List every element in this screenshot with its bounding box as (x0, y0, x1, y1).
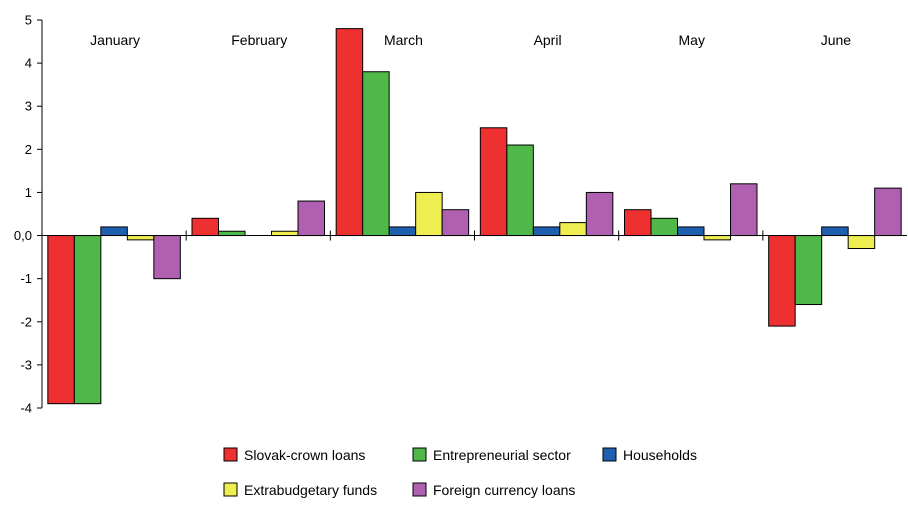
y-tick-label: 5 (25, 13, 32, 28)
bar-june-series-2 (821, 226, 849, 237)
category-label-june: June (821, 32, 852, 48)
legend-swatch-3 (223, 482, 238, 497)
bar-january-series-0 (47, 235, 75, 405)
y-tick-label: -2 (20, 314, 32, 329)
bar-february-series-3 (271, 230, 299, 237)
bar-june-series-3 (847, 235, 876, 249)
legend-label-3: Extrabudgetary funds (244, 482, 377, 498)
bar-january-series-2 (100, 226, 128, 237)
category-ticks-group (185, 230, 764, 241)
y-tick-label: 0,0 (14, 228, 32, 243)
bar-january-series-4 (153, 235, 181, 280)
category-label-march: March (384, 32, 423, 48)
bar-may-series-1 (650, 217, 678, 237)
legend-label-0: Slovak-crown loans (244, 447, 365, 463)
bar-may-series-2 (677, 226, 705, 237)
bar-march-series-4 (441, 209, 470, 237)
bar-january-series-3 (126, 235, 155, 241)
legend-label-1: Entrepreneurial sector (433, 447, 571, 463)
bar-june-series-1 (794, 235, 823, 306)
y-tick-label: 2 (25, 142, 32, 157)
bar-april-series-1 (506, 144, 534, 237)
legend-label-2: Households (623, 447, 697, 463)
bar-may-series-3 (703, 235, 731, 241)
category-labels-group: January February March April May June (90, 32, 851, 48)
bar-january-series-1 (73, 235, 102, 405)
y-tick-label: 3 (25, 99, 32, 114)
category-label-april: April (534, 32, 562, 48)
legend-swatch-4 (412, 482, 427, 497)
y-tick-label: 4 (25, 56, 32, 71)
bar-march-series-1 (362, 71, 390, 237)
legend-swatch-2 (602, 447, 617, 462)
bar-march-series-0 (335, 28, 364, 237)
category-label-may: May (679, 32, 705, 48)
legend-label-4: Foreign currency loans (433, 482, 575, 498)
legend-swatch-1 (412, 447, 427, 462)
category-label-february: February (231, 32, 287, 48)
bar-march-series-3 (415, 191, 443, 237)
bar-february-series-1 (218, 230, 246, 237)
y-ticks-group: 5 4 3 2 1 0,0 -1 -2 -3 -4 (14, 13, 42, 416)
bar-may-series-4 (730, 183, 758, 237)
y-tick-label: -4 (20, 401, 32, 416)
bar-april-series-2 (532, 226, 561, 237)
bar-may-series-0 (624, 209, 652, 237)
y-tick-label: 1 (25, 185, 32, 200)
y-tick-label: -1 (20, 271, 32, 286)
bar-june-series-0 (768, 235, 796, 327)
bar-june-series-4 (874, 187, 902, 237)
bar-april-series-0 (479, 127, 508, 237)
bars-group (47, 28, 902, 405)
bar-february-series-4 (297, 200, 325, 237)
legend: Slovak-crown loans Entrepreneurial sector… (223, 447, 697, 498)
bar-april-series-3 (559, 222, 587, 237)
bar-february-series-0 (191, 217, 219, 237)
bar-april-series-4 (585, 191, 614, 237)
category-label-january: January (90, 32, 140, 48)
legend-swatch-0 (223, 447, 238, 462)
bar-march-series-2 (388, 226, 417, 237)
y-tick-label: -3 (20, 357, 32, 372)
